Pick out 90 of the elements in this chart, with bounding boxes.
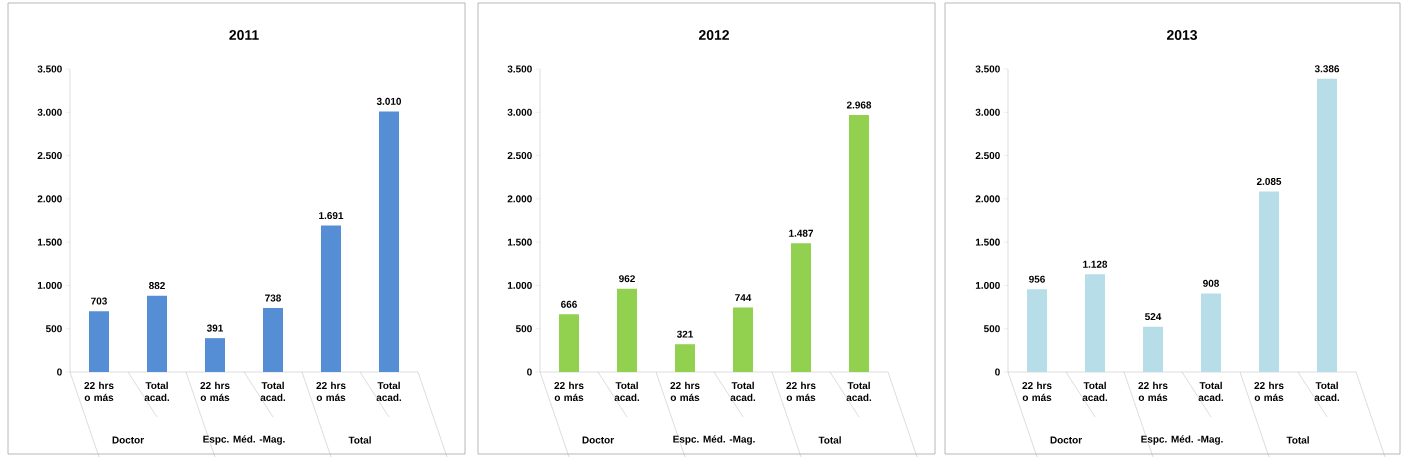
data-label: 3.010 (376, 97, 402, 105)
bar (321, 225, 341, 372)
bar (205, 338, 225, 372)
y-tick-label: 1.500 (975, 238, 1000, 246)
data-label: 1.128 (1083, 260, 1108, 268)
data-label: 524 (1145, 313, 1162, 321)
bar (733, 307, 754, 372)
bar (263, 308, 283, 372)
chart-title: 2012 (698, 30, 729, 40)
y-tick-label: 500 (983, 325, 1000, 333)
x-tick-label: 22 hrs o más (84, 381, 114, 402)
data-label: 391 (206, 324, 224, 332)
y-tick-label: 0 (527, 368, 532, 376)
y-tick-label: 2.000 (37, 195, 62, 203)
data-label: 2.968 (846, 101, 872, 109)
bar (147, 295, 167, 372)
x-tick-label: 22 hrs o más (1254, 381, 1284, 402)
y-tick-label: 2.500 (507, 152, 532, 160)
y-tick-label: 2.000 (507, 195, 532, 203)
text: Total (818, 436, 841, 444)
x-tick-label: Total acad. (730, 381, 756, 402)
chart-title: 2013 (1166, 30, 1198, 40)
text: Doctor (582, 436, 614, 444)
data-label: 666 (561, 300, 577, 308)
text: Doctor (1050, 436, 1082, 444)
bar (1201, 293, 1222, 372)
y-tick-label: 0 (995, 368, 1000, 376)
x-tick-label: Total acad. (614, 381, 640, 402)
bar (1259, 191, 1280, 372)
x-tick-label: 22 hrs o más (554, 381, 584, 402)
y-tick-label: 3.500 (507, 65, 532, 73)
y-tick-label: 3.000 (37, 108, 62, 116)
x-tick-label: 22 hrs o más (670, 381, 700, 402)
y-tick-label: 1.500 (37, 238, 62, 246)
data-label: 1.487 (789, 229, 814, 237)
bar (849, 115, 870, 372)
bar (1085, 274, 1106, 372)
x-tick-label: Total acad. (144, 381, 170, 402)
y-tick-label: 500 (515, 325, 532, 333)
y-tick-label: 3.000 (975, 108, 1000, 116)
text: Doctor (112, 436, 144, 444)
text: Total (348, 436, 371, 444)
x-tick-label: Total acad. (376, 381, 402, 402)
bar (617, 288, 638, 372)
bar (1143, 326, 1164, 372)
x-tick-label: 22 hrs o más (1022, 381, 1052, 402)
y-tick-label: 1.000 (975, 281, 1000, 289)
bar (675, 344, 696, 372)
data-label: 962 (619, 275, 635, 283)
bar (791, 243, 812, 372)
x-tick-label: 22 hrs o más (200, 381, 230, 402)
y-tick-label: 1.000 (37, 281, 62, 289)
text: Total (1286, 436, 1309, 444)
y-tick-label: 500 (45, 325, 62, 333)
y-tick-label: 2.500 (975, 152, 1000, 160)
y-tick-label: 2.500 (37, 152, 62, 160)
x-tick-label: Total acad. (1198, 381, 1224, 402)
y-tick-label: 0 (57, 368, 62, 376)
x-tick-label: Total acad. (1082, 381, 1108, 402)
data-label: 1.691 (319, 212, 344, 220)
chart-title: 2011 (229, 30, 259, 40)
y-tick-label: 3.500 (37, 65, 62, 73)
bar (89, 311, 109, 372)
data-label: 321 (676, 330, 694, 338)
x-tick-label: Total acad. (260, 381, 286, 402)
data-label: 882 (149, 282, 165, 290)
data-label: 956 (1029, 275, 1045, 283)
x-tick-label: 22 hrs o más (1138, 381, 1168, 402)
bar (1027, 289, 1048, 372)
bar (379, 111, 399, 372)
x-tick-label: Total acad. (1314, 381, 1340, 402)
bar (559, 314, 580, 372)
text: Espc. Méd. -Mag. (203, 435, 285, 445)
x-tick-label: 22 hrs o más (786, 381, 816, 402)
bar (1317, 78, 1338, 372)
y-tick-label: 1.000 (507, 281, 532, 289)
data-label: 2.085 (1256, 177, 1282, 185)
data-label: 3.386 (1314, 65, 1340, 73)
y-tick-label: 1.500 (507, 238, 532, 246)
data-label: 744 (735, 294, 752, 302)
x-tick-label: 22 hrs o más (316, 381, 346, 402)
text: Espc. Méd. -Mag. (1141, 435, 1223, 445)
data-label: 703 (91, 297, 107, 305)
text: Espc. Méd. -Mag. (673, 435, 755, 445)
y-tick-label: 3.500 (975, 65, 1000, 73)
y-tick-label: 2.000 (975, 195, 1000, 203)
x-tick-label: Total acad. (846, 381, 872, 402)
y-tick-label: 3.000 (507, 108, 532, 116)
data-label: 738 (265, 294, 281, 302)
data-label: 908 (1203, 279, 1220, 287)
